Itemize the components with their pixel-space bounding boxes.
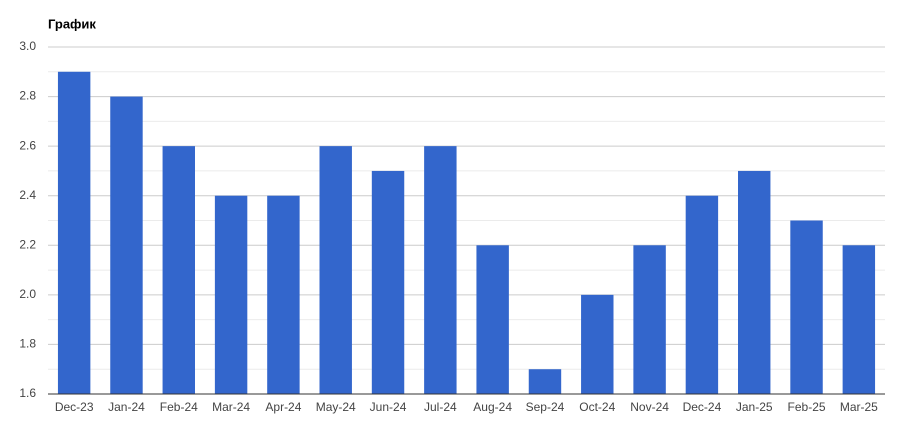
y-tick-label: 2.6 xyxy=(19,138,36,152)
y-tick-label: 1.6 xyxy=(19,386,36,400)
y-tick-label: 2.2 xyxy=(19,237,36,251)
bar xyxy=(528,369,562,394)
bar xyxy=(424,146,457,394)
x-tick-label: Jul-24 xyxy=(424,400,457,414)
bar xyxy=(476,245,509,394)
chart-title: График xyxy=(48,16,96,31)
bar xyxy=(371,170,405,394)
y-tick-label: 3.0 xyxy=(19,39,36,53)
bar xyxy=(581,294,614,394)
y-tick-label: 2.4 xyxy=(19,188,36,202)
x-tick-label: Nov-24 xyxy=(630,400,669,414)
bar xyxy=(214,195,248,394)
y-tick-label: 2.0 xyxy=(19,287,36,301)
bar xyxy=(319,146,352,394)
bar xyxy=(110,96,143,395)
bar xyxy=(685,195,719,394)
x-tick-label: Apr-24 xyxy=(265,400,301,414)
bar xyxy=(790,220,823,394)
x-tick-label: Mar-25 xyxy=(840,400,878,414)
x-tick-label: Aug-24 xyxy=(473,400,512,414)
x-tick-label: Dec-24 xyxy=(683,400,722,414)
x-tick-label: Oct-24 xyxy=(579,400,615,414)
bar xyxy=(633,245,666,394)
x-tick-label: Feb-25 xyxy=(788,400,826,414)
y-tick-label: 2.8 xyxy=(19,89,36,103)
x-tick-label: May-24 xyxy=(316,400,356,414)
x-tick-label: Mar-24 xyxy=(212,400,250,414)
x-tick-label: Jan-24 xyxy=(108,400,145,414)
x-tick-label: Dec-23 xyxy=(55,400,94,414)
bar xyxy=(267,195,300,394)
y-tick-label: 1.8 xyxy=(19,337,36,351)
x-tick-label: Jan-25 xyxy=(736,400,773,414)
bar xyxy=(162,146,195,394)
x-tick-label: Feb-24 xyxy=(160,400,198,414)
bar xyxy=(842,245,876,394)
x-tick-label: Sep-24 xyxy=(526,400,565,414)
bar xyxy=(57,71,91,395)
x-tick-label: Jun-24 xyxy=(370,400,407,414)
bar xyxy=(738,170,771,394)
